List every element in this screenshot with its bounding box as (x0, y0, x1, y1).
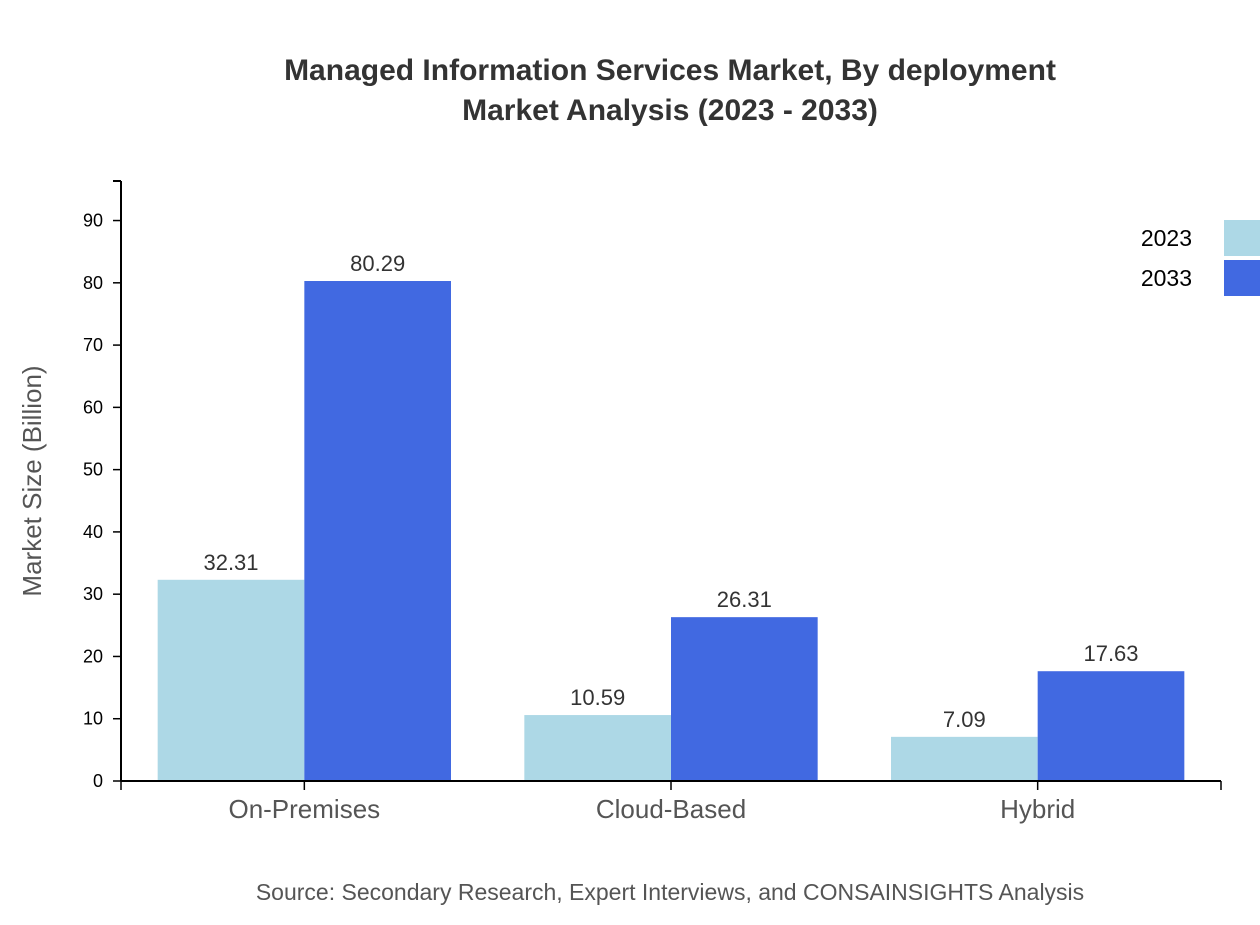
bar-value-label: 10.59 (570, 685, 625, 710)
y-tick-label: 20 (83, 646, 103, 666)
bar-2033 (671, 617, 818, 781)
legend-label: 2033 (1141, 265, 1192, 291)
y-tick-label: 80 (83, 273, 103, 293)
legend-swatch-2023 (1224, 220, 1260, 256)
legend-label: 2023 (1141, 225, 1192, 251)
y-tick-label: 90 (83, 211, 103, 231)
x-tick-label: Hybrid (1000, 794, 1075, 824)
x-tick-label: On-Premises (228, 794, 380, 824)
bar-value-label: 7.09 (943, 707, 986, 732)
bar-2033 (304, 281, 451, 781)
bar-2033 (1037, 671, 1185, 781)
y-tick-label: 50 (83, 460, 103, 480)
bar-value-label: 17.63 (1083, 641, 1138, 666)
y-axis-label: Market Size (Billion) (17, 365, 47, 596)
legend-swatch-2033 (1224, 260, 1260, 296)
y-tick-label: 30 (83, 584, 103, 604)
bar-value-label: 32.31 (203, 550, 258, 575)
bar-value-label: 80.29 (350, 251, 405, 276)
bar-2023 (524, 715, 671, 781)
y-tick-label: 70 (83, 335, 103, 355)
bar-value-label: 26.31 (717, 587, 772, 612)
y-tick-label: 60 (83, 397, 103, 417)
x-tick-label: Cloud-Based (596, 794, 746, 824)
y-tick-label: 0 (93, 771, 103, 791)
chart-subtitle: Market Analysis (2023 - 2033) (462, 94, 878, 127)
y-tick-label: 40 (83, 522, 103, 542)
chart-title: Managed Information Services Market, By … (284, 54, 1056, 87)
source-note: Source: Secondary Research, Expert Inter… (256, 879, 1084, 905)
bar-2023 (891, 736, 1038, 781)
y-tick-label: 10 (83, 709, 103, 729)
bar-2023 (157, 579, 305, 781)
